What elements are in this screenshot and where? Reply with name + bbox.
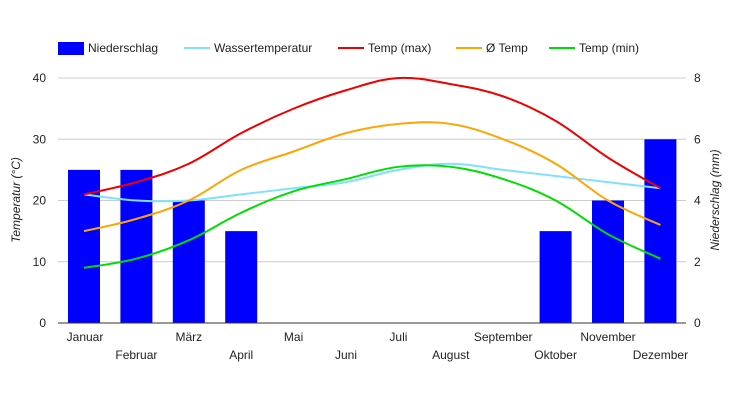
bar-2 bbox=[120, 169, 153, 323]
y-tick-label: 10 bbox=[33, 255, 47, 269]
y2-tick-label: 4 bbox=[694, 194, 701, 208]
x-axis-ticks: Januar Februar März April Mai Juni Juli August S… bbox=[67, 330, 688, 362]
line-series-2 bbox=[83, 76, 661, 196]
y-tick-label: 30 bbox=[33, 132, 47, 146]
bar-4 bbox=[225, 231, 258, 323]
legend: Niederschlag Wassertemperatur Temp (max) Ø … bbox=[58, 41, 639, 55]
temperature-lines bbox=[83, 76, 661, 269]
right-axis-ticks: 0 2 4 6 8 bbox=[694, 71, 701, 330]
y-axis-title: Temperatur (°C) bbox=[9, 157, 23, 243]
y2-tick-label: 2 bbox=[694, 255, 701, 269]
y2-tick-label: 8 bbox=[694, 71, 701, 85]
legend-label: Temp (max) bbox=[368, 41, 431, 55]
y2-axis-title: Niederschlag (mm) bbox=[708, 149, 722, 250]
y-tick-label: 20 bbox=[33, 194, 47, 208]
legend-item-4: Ø Temp bbox=[456, 41, 528, 55]
bar-3 bbox=[172, 200, 205, 323]
x-tick-label: Juli bbox=[389, 330, 407, 344]
legend-item-3: Temp (max) bbox=[338, 41, 431, 55]
bar-11 bbox=[592, 200, 624, 323]
x-tick-label: Juni bbox=[335, 348, 357, 362]
legend-label: Temp (min) bbox=[579, 41, 639, 55]
line-series-4 bbox=[83, 164, 661, 269]
legend-label: Ø Temp bbox=[486, 41, 528, 55]
legend-item-1: Niederschlag bbox=[58, 41, 158, 55]
legend-swatch bbox=[58, 42, 84, 55]
x-tick-label: November bbox=[580, 330, 635, 344]
left-axis-ticks: 0 10 20 30 40 bbox=[33, 71, 47, 330]
x-tick-label: August bbox=[432, 348, 470, 362]
x-tick-label: Mai bbox=[284, 330, 303, 344]
legend-label: Niederschlag bbox=[88, 41, 158, 55]
x-tick-label: Oktober bbox=[534, 348, 577, 362]
bar-12 bbox=[644, 139, 677, 323]
x-tick-label: April bbox=[229, 348, 253, 362]
x-tick-label: Januar bbox=[67, 330, 104, 344]
line-series-3 bbox=[83, 121, 661, 233]
legend-item-5: Temp (min) bbox=[549, 41, 639, 55]
line-series-1 bbox=[83, 162, 661, 203]
y2-tick-label: 6 bbox=[694, 132, 701, 146]
x-tick-label: Februar bbox=[115, 348, 157, 362]
x-tick-label: Dezember bbox=[633, 348, 688, 362]
legend-item-2: Wassertemperatur bbox=[184, 41, 312, 55]
precipitation-bars bbox=[68, 139, 677, 323]
bar-10 bbox=[539, 231, 572, 323]
y2-tick-label: 0 bbox=[694, 316, 701, 330]
legend-label: Wassertemperatur bbox=[214, 41, 312, 55]
x-tick-label: März bbox=[175, 330, 202, 344]
x-tick-label: September bbox=[474, 330, 533, 344]
y-tick-label: 40 bbox=[33, 71, 47, 85]
y-tick-label: 0 bbox=[39, 316, 46, 330]
